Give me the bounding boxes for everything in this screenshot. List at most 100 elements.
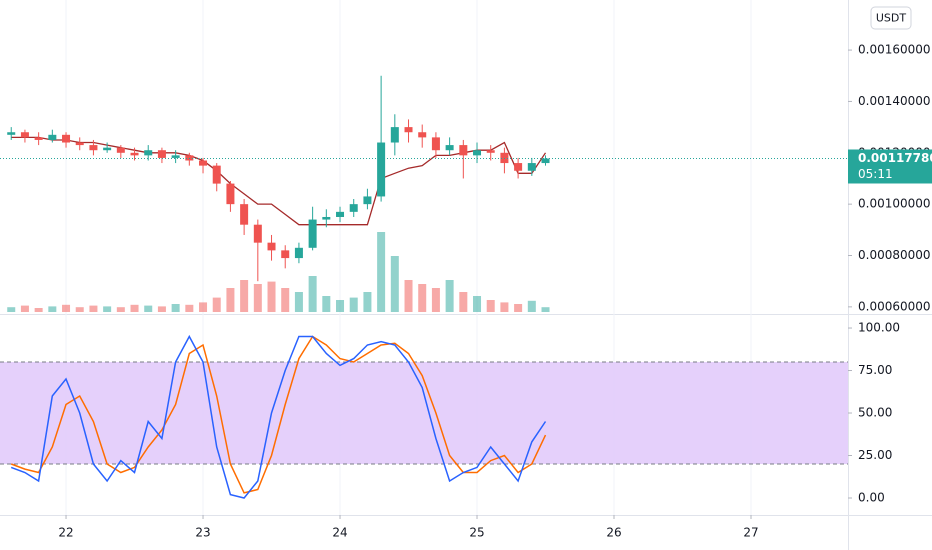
volume-bar <box>541 307 550 312</box>
y-tick-label: 0.00100000 <box>858 197 931 211</box>
candle-body <box>445 145 454 151</box>
x-tick-label: 25 <box>469 526 484 540</box>
x-tick-label: 22 <box>58 526 73 540</box>
volume-bar <box>281 288 290 312</box>
volume-bar <box>267 281 276 312</box>
volume-bar <box>431 288 440 312</box>
volume-bar <box>144 305 153 312</box>
countdown: 05:11 <box>858 167 893 181</box>
volume-bar <box>486 300 495 312</box>
candle-body <box>171 155 180 158</box>
candle-body <box>281 250 290 259</box>
volume-bar <box>294 292 303 312</box>
candle-body <box>294 247 303 259</box>
candle-body <box>212 165 221 184</box>
y-tick-label: 25.00 <box>858 448 892 462</box>
candle-body <box>75 142 84 146</box>
candle-body <box>431 137 440 151</box>
volume-bar <box>75 307 84 312</box>
x-tick-label: 27 <box>743 526 758 540</box>
candle-body <box>240 204 249 225</box>
volume-bar <box>171 304 180 312</box>
volume-bar <box>308 276 317 312</box>
currency: USDT <box>876 12 907 25</box>
volume-bar <box>418 284 427 312</box>
volume-bar <box>377 232 386 312</box>
candle-body <box>34 137 43 140</box>
volume-bar <box>116 307 125 312</box>
volume-bar <box>404 280 413 312</box>
volume-bar <box>514 304 523 312</box>
y-tick-label: 75.00 <box>858 363 892 377</box>
candle-body <box>322 216 331 220</box>
candle-body <box>157 150 166 158</box>
volume-bar <box>473 296 482 312</box>
volume-bar <box>322 296 331 312</box>
volume-bar <box>445 280 454 312</box>
volume-bar <box>199 302 208 312</box>
volume-bar <box>62 304 71 312</box>
volume-bar <box>336 300 345 312</box>
volume-bar <box>185 304 194 312</box>
candle-body <box>185 155 194 161</box>
candle-body <box>377 142 386 197</box>
candle-body <box>199 160 208 166</box>
candle-body <box>7 132 16 135</box>
candle-body <box>89 145 98 151</box>
volume-bar <box>240 280 249 312</box>
volume-bar <box>253 284 262 312</box>
stoch-d <box>10 335 547 494</box>
volume-bar <box>20 305 29 312</box>
volume-bar <box>349 297 358 312</box>
volume-bar <box>48 306 57 312</box>
candle-body <box>144 150 153 156</box>
volume-bar <box>226 288 235 312</box>
volume-bar <box>500 302 509 312</box>
band-fill <box>0 362 848 465</box>
x-tick-label: 24 <box>332 526 347 540</box>
volume-bar <box>130 304 139 312</box>
candle-body <box>473 150 482 156</box>
y-tick-label: 100.00 <box>858 321 900 335</box>
y-tick-label: 0.00 <box>858 491 885 505</box>
candle-body <box>500 152 509 164</box>
candle-body <box>116 147 125 153</box>
price-tag <box>848 149 932 184</box>
volume-bar <box>34 308 43 312</box>
y-tick-label: 0.00060000 <box>858 299 931 313</box>
candle-body <box>62 134 71 143</box>
currency-box[interactable] <box>870 6 912 30</box>
volume-bar <box>363 292 372 312</box>
candle-body <box>336 211 345 217</box>
candle-body <box>486 150 495 153</box>
volume-bar <box>103 306 112 312</box>
volume-bar <box>7 307 16 312</box>
volume-bar <box>459 292 468 312</box>
base-line <box>11 136 547 226</box>
candle-body <box>418 132 427 138</box>
price-tag-label: 0.00117780 <box>858 151 932 165</box>
volume-bar <box>89 305 98 312</box>
x-tick-label: 23 <box>195 526 210 540</box>
candle-body <box>103 147 112 151</box>
candle-body <box>48 134 57 140</box>
candle-body <box>404 127 413 133</box>
volume-bar <box>527 300 536 312</box>
candle-body <box>253 224 262 243</box>
volume-bar <box>157 306 166 312</box>
y-tick-label: 50.00 <box>858 406 892 420</box>
candle-body <box>226 183 235 205</box>
x-tick-label: 26 <box>606 526 621 540</box>
candle-body <box>130 152 139 156</box>
volume-bar <box>212 297 221 312</box>
y-tick-label: 0.00080000 <box>858 248 931 262</box>
candle-body <box>527 163 536 171</box>
candle-body <box>363 196 372 205</box>
candle-body <box>390 127 399 143</box>
y-tick-label: 0.00140000 <box>858 94 931 108</box>
candle-body <box>267 242 276 251</box>
candle-body <box>349 204 358 212</box>
volume-bar <box>390 256 399 312</box>
